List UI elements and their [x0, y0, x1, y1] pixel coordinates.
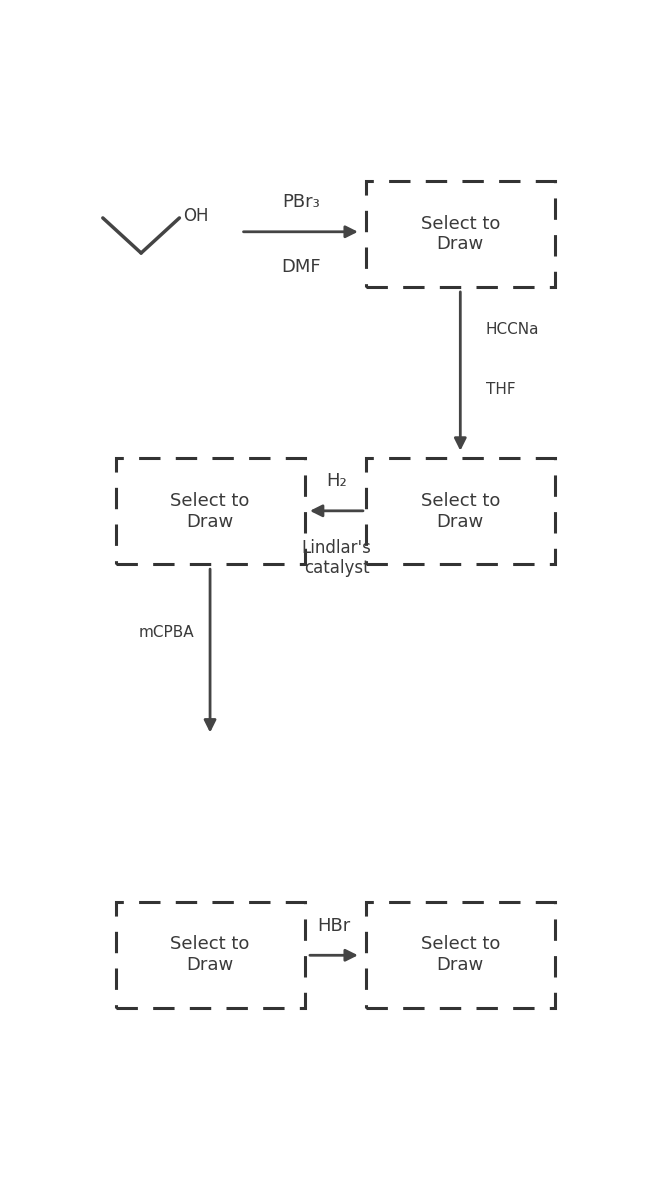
Text: HCCNa: HCCNa: [486, 323, 539, 337]
Text: Select to
Draw: Select to Draw: [420, 492, 500, 530]
Text: HBr: HBr: [317, 917, 351, 935]
Text: PBr₃: PBr₃: [282, 193, 320, 211]
Text: THF: THF: [486, 383, 515, 397]
Text: Lindlar's
catalyst: Lindlar's catalyst: [302, 539, 372, 577]
Text: Select to
Draw: Select to Draw: [171, 492, 250, 530]
Text: Select to
Draw: Select to Draw: [171, 936, 250, 974]
Text: DMF: DMF: [281, 258, 320, 276]
Text: H₂: H₂: [326, 473, 347, 491]
Text: OH: OH: [183, 208, 209, 226]
Text: Select to
Draw: Select to Draw: [420, 215, 500, 253]
Text: Select to
Draw: Select to Draw: [420, 936, 500, 974]
Text: mCPBA: mCPBA: [139, 625, 195, 640]
